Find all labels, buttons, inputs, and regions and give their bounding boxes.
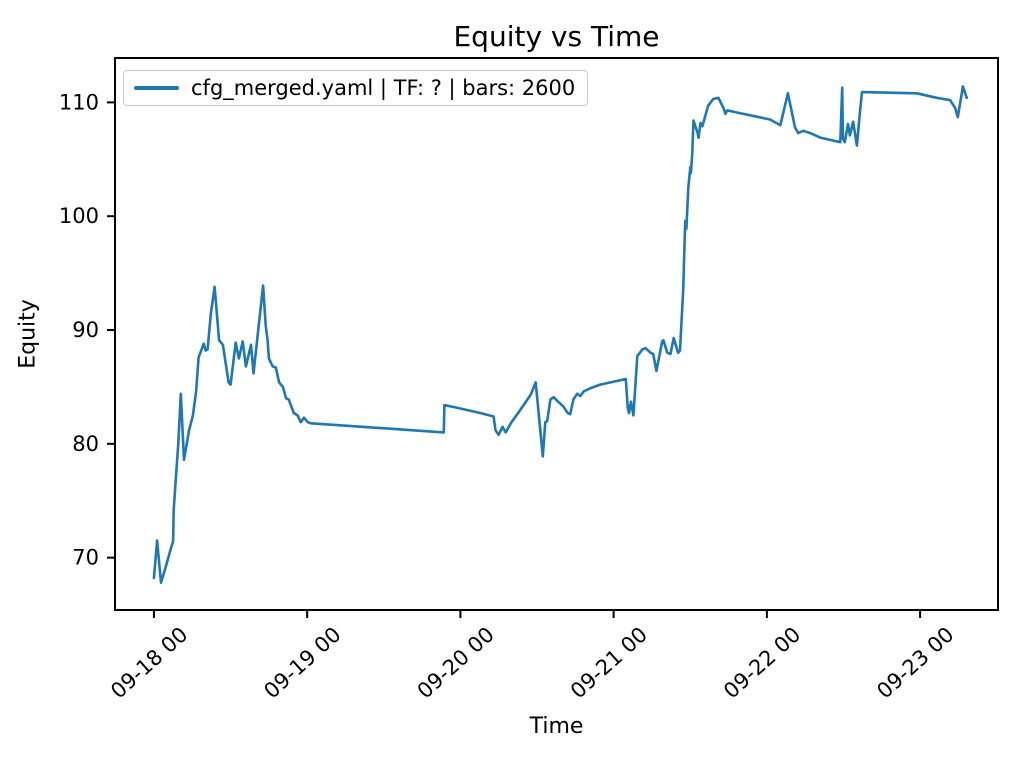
y-tick-label: 70	[72, 546, 99, 570]
legend-line-swatch	[134, 86, 179, 90]
legend: cfg_merged.yaml | TF: ? | bars: 2600	[123, 70, 589, 106]
x-tick-label: 09-23 00	[872, 622, 958, 703]
y-tick-label: 100	[59, 204, 99, 228]
x-tick-label: 09-21 00	[566, 622, 652, 703]
x-tick-label: 09-20 00	[413, 622, 499, 703]
axes-spines	[114, 57, 999, 611]
legend-entry-label: cfg_merged.yaml | TF: ? | bars: 2600	[191, 76, 576, 100]
x-axis-label: Time	[529, 714, 584, 739]
x-tick-label: 09-19 00	[259, 622, 345, 703]
y-tick-label: 80	[72, 432, 99, 456]
y-tick-label: 90	[72, 318, 99, 342]
x-tick-label: 09-22 00	[719, 622, 805, 703]
y-tick-label: 110	[59, 90, 99, 114]
x-tick-label: 09-18 00	[106, 622, 192, 703]
chart-title: Equity vs Time	[453, 20, 660, 53]
plot-area	[115, 58, 998, 610]
equity-series-line	[152, 85, 969, 585]
y-axis-label: Equity	[15, 299, 41, 369]
